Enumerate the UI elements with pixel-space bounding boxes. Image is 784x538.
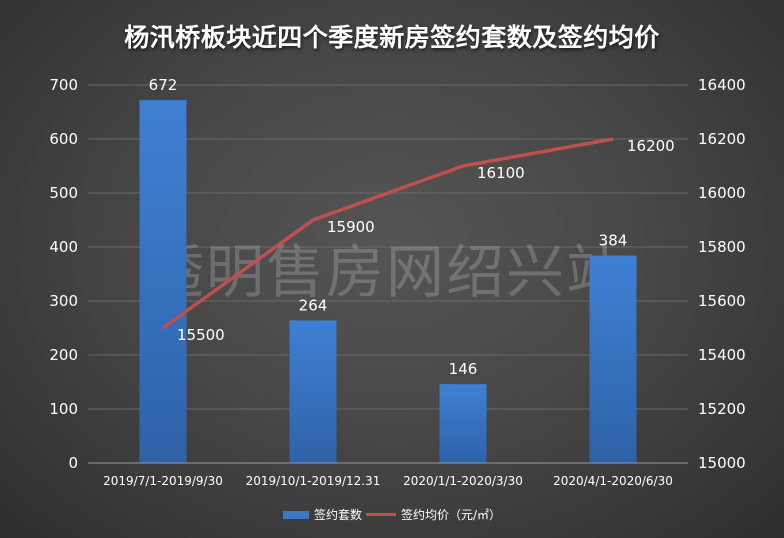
line-value-label: 15500: [177, 326, 225, 344]
y-left-tick: 100: [49, 400, 78, 418]
x-category-label: 2020/1/1-2020/3/30: [403, 474, 523, 488]
y-left-tick: 0: [68, 454, 78, 472]
legend-item-bar[interactable]: 签约套数: [282, 506, 362, 523]
bar-value-label: 146: [449, 360, 478, 378]
x-category-label: 2020/4/1-2020/6/30: [553, 474, 673, 488]
watermark: 透明售房网绍兴站: [146, 238, 626, 306]
bar[interactable]: [589, 255, 637, 463]
y-left-tick: 400: [49, 238, 78, 256]
y-right-tick: 15800: [698, 238, 746, 256]
line-swatch-icon: [365, 513, 396, 516]
y-right-tick: 16400: [698, 76, 746, 94]
legend-label-line: 签约均价（元/㎡）: [400, 508, 502, 522]
bar[interactable]: [139, 100, 187, 464]
y-left-tick: 700: [49, 76, 78, 94]
y-left-tick: 300: [49, 292, 78, 310]
x-category-label: 2019/7/1-2019/9/30: [103, 474, 223, 488]
bar-value-label: 384: [599, 232, 628, 250]
y-right-tick: 15200: [698, 400, 746, 418]
bar[interactable]: [439, 384, 487, 463]
gridlines: [88, 84, 688, 410]
axes: 0 100 200 300 400 500 600 700 15000 15200 15400 156…: [49, 76, 745, 488]
y-right-tick: 15000: [698, 454, 746, 472]
y-left-tick: 200: [49, 346, 78, 364]
x-category-label: 2019/10/1-2019/12.31: [246, 474, 381, 488]
bar[interactable]: [289, 320, 337, 463]
line-value-label: 16100: [477, 164, 525, 182]
price-line[interactable]: [161, 137, 614, 330]
legend-item-line[interactable]: 签约均价（元/㎡）: [365, 506, 502, 523]
bar-swatch-icon: [282, 510, 309, 519]
line-value-label: 15900: [327, 218, 375, 236]
y-right-tick: 15400: [698, 346, 746, 364]
legend: 签约套数 签约均价（元/㎡）: [0, 506, 784, 523]
y-right-tick: 15600: [698, 292, 746, 310]
y-left-tick: 500: [49, 184, 78, 202]
y-right-tick: 16200: [698, 130, 746, 148]
bar-series: [139, 100, 637, 464]
chart-title: 杨汛桥板块近四个季度新房签约套数及签约均价: [124, 23, 660, 52]
legend-label-bar: 签约套数: [313, 508, 362, 522]
data-labels: 672 264 146 384 15500 15900 16100 16200: [149, 76, 675, 378]
line-value-label: 16200: [627, 137, 675, 155]
y-left-tick: 600: [49, 130, 78, 148]
y-right-tick: 16000: [698, 184, 746, 202]
bar-value-label: 264: [299, 296, 328, 314]
line-series: [161, 137, 614, 330]
bar-value-label: 672: [149, 76, 178, 94]
